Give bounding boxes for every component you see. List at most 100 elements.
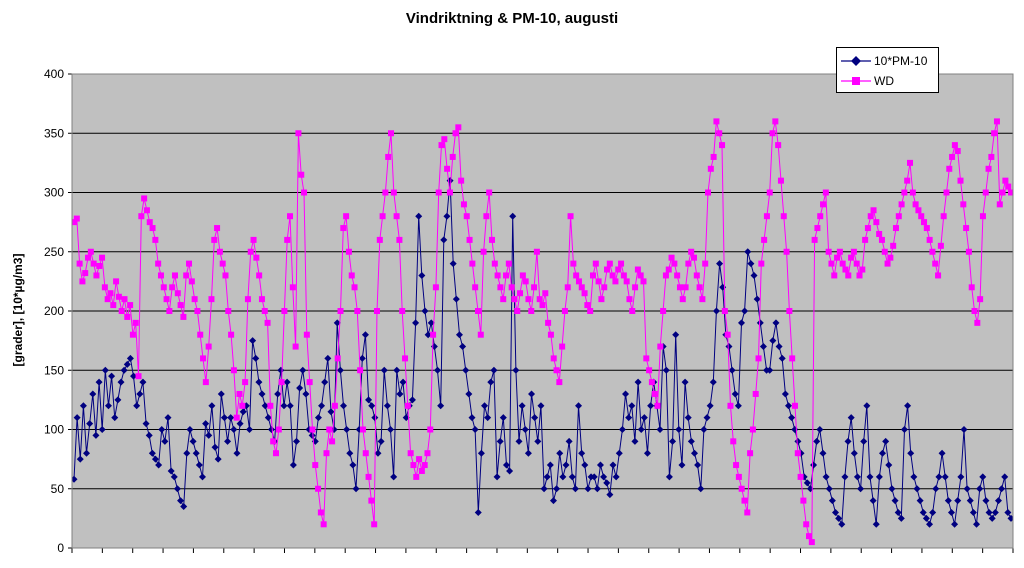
data-point xyxy=(731,390,739,398)
data-point xyxy=(976,485,984,493)
data-point xyxy=(601,284,608,291)
data-point xyxy=(481,402,489,410)
data-point xyxy=(974,319,981,326)
data-point xyxy=(561,308,568,314)
data-point xyxy=(954,497,962,505)
data-point xyxy=(108,372,116,380)
data-point xyxy=(98,426,106,433)
data-point xyxy=(135,373,142,380)
legend-item-wd: WD xyxy=(837,71,938,91)
data-point xyxy=(188,278,195,285)
data-point xyxy=(418,467,425,474)
data-point xyxy=(996,201,1003,208)
data-point xyxy=(791,402,798,409)
y-tick-label: 0 xyxy=(57,541,64,555)
data-point xyxy=(841,473,849,481)
data-point xyxy=(517,290,524,297)
data-point xyxy=(758,260,765,267)
data-point xyxy=(842,266,849,273)
data-point xyxy=(264,414,272,422)
data-point xyxy=(753,295,761,303)
data-point xyxy=(465,390,473,398)
data-point xyxy=(869,497,877,505)
data-point xyxy=(117,378,125,386)
data-point xyxy=(789,355,796,362)
data-point xyxy=(1007,514,1013,522)
data-point xyxy=(177,302,184,309)
data-point xyxy=(862,236,869,243)
data-point xyxy=(474,508,482,516)
data-point xyxy=(904,177,911,184)
data-point xyxy=(415,212,423,220)
data-point xyxy=(625,414,633,422)
y-tick-label: 150 xyxy=(44,363,64,377)
data-point xyxy=(449,153,456,160)
data-point xyxy=(960,201,967,208)
y-axis-title: [grader], [10*µg/m3] xyxy=(11,253,25,367)
data-point xyxy=(1001,473,1009,481)
data-point xyxy=(424,331,432,339)
data-point xyxy=(676,284,683,291)
data-point xyxy=(957,473,965,481)
data-point xyxy=(230,426,238,433)
data-point xyxy=(359,426,366,433)
data-point xyxy=(794,437,802,445)
data-point xyxy=(859,266,866,273)
data-point xyxy=(296,384,304,392)
data-point xyxy=(584,302,591,309)
data-point xyxy=(107,290,114,297)
data-point xyxy=(921,219,928,226)
data-point xyxy=(371,414,379,422)
data-point xyxy=(412,319,420,327)
data-point xyxy=(329,438,336,445)
data-point xyxy=(609,461,617,469)
data-point xyxy=(631,437,639,445)
data-point xyxy=(606,260,613,267)
data-point xyxy=(214,455,222,463)
data-point xyxy=(632,284,639,291)
data-point xyxy=(239,402,246,409)
data-point xyxy=(759,343,767,351)
data-point xyxy=(120,366,128,374)
data-point xyxy=(979,473,987,481)
data-point xyxy=(244,296,251,303)
data-point xyxy=(547,331,554,338)
data-point xyxy=(901,189,908,196)
data-point xyxy=(922,514,930,522)
data-point xyxy=(499,414,507,422)
data-point xyxy=(838,520,846,528)
data-point xyxy=(480,248,487,255)
data-point xyxy=(598,296,605,303)
data-point xyxy=(438,142,445,149)
data-point xyxy=(938,449,946,457)
data-point xyxy=(810,461,818,469)
data-point xyxy=(910,473,918,481)
data-point xyxy=(747,260,755,268)
data-point xyxy=(578,449,586,457)
data-point xyxy=(778,354,786,362)
data-point xyxy=(844,437,852,445)
data-point xyxy=(656,426,664,433)
data-point xyxy=(763,213,770,220)
data-point xyxy=(180,503,188,511)
data-point xyxy=(785,402,793,410)
y-tick-label: 350 xyxy=(44,126,64,140)
data-point xyxy=(142,420,150,428)
data-point xyxy=(781,390,789,398)
data-point xyxy=(211,236,218,243)
data-point xyxy=(589,272,596,279)
data-point xyxy=(749,426,756,433)
data-point xyxy=(427,319,435,327)
data-point xyxy=(979,213,986,220)
data-point xyxy=(705,189,712,196)
data-point xyxy=(138,213,145,220)
data-point xyxy=(85,254,92,261)
data-point xyxy=(963,225,970,232)
data-point xyxy=(298,171,305,178)
data-point xyxy=(894,508,902,516)
data-point xyxy=(678,461,686,469)
data-point xyxy=(604,266,611,273)
data-point xyxy=(373,308,380,314)
data-point xyxy=(261,308,268,314)
data-point xyxy=(887,254,894,261)
